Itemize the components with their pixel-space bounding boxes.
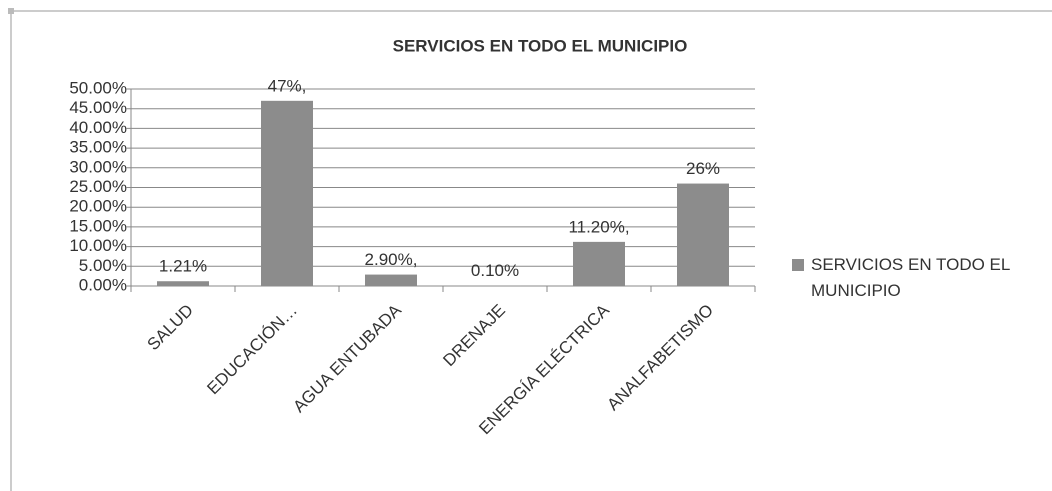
legend: SERVICIOS EN TODO EL MUNICIPIO <box>811 252 1051 304</box>
y-tick-label: 30.00% <box>69 157 127 176</box>
data-label: 0.10% <box>471 261 519 280</box>
chart-title: SERVICIOS EN TODO EL MUNICIPIO <box>393 36 688 55</box>
x-tick-label: ANALFABETISMO <box>603 301 717 415</box>
y-tick-label: 35.00% <box>69 138 127 157</box>
data-label: 1.21% <box>159 257 207 276</box>
bar <box>157 281 209 286</box>
y-tick-label: 25.00% <box>69 177 127 196</box>
bar <box>365 274 417 286</box>
data-label: 26% <box>686 159 720 178</box>
legend-label: SERVICIOS EN TODO EL MUNICIPIO <box>811 255 1010 300</box>
y-tick-label: 20.00% <box>69 197 127 216</box>
data-label: 11.20%, <box>568 217 629 236</box>
frame-handle <box>8 8 14 14</box>
bar <box>677 183 729 286</box>
y-tick-label: 50.00% <box>69 78 127 97</box>
x-tick-label: DRENAJE <box>439 301 509 371</box>
y-tick-label: 15.00% <box>69 216 127 235</box>
y-tick-label: 5.00% <box>79 256 127 275</box>
y-tick-label: 40.00% <box>69 118 127 137</box>
x-tick-label: SALUD <box>143 301 197 355</box>
y-tick-label: 10.00% <box>69 236 127 255</box>
bar <box>261 100 313 286</box>
data-label: 47%, <box>268 76 307 95</box>
y-tick-label: 45.00% <box>69 98 127 117</box>
x-tick-label: AGUA ENTUBADA <box>289 300 405 416</box>
x-tick-label: EDUCACIÓN… <box>203 301 301 399</box>
legend-swatch <box>792 259 804 271</box>
bar <box>573 241 625 286</box>
data-label: 2.90%, <box>365 250 418 269</box>
y-tick-label: 0.00% <box>79 275 127 294</box>
